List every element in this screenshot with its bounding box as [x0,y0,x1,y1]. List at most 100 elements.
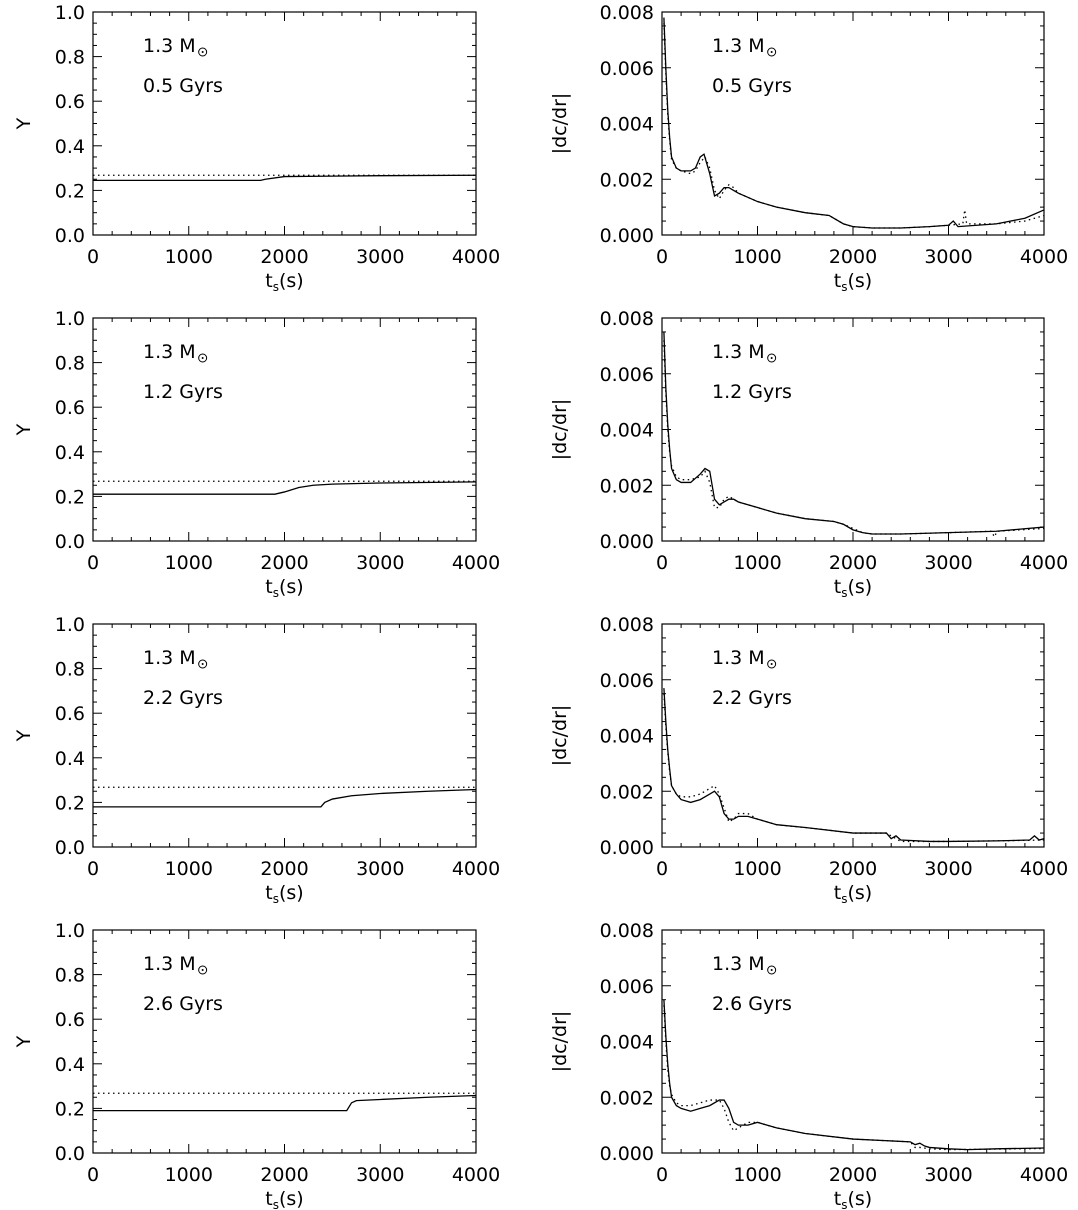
sun-symbol-icon [198,353,208,363]
y-tick-label: 0.8 [55,47,85,69]
x-axis-label: ts(s) [265,576,303,600]
x-axis-label: ts(s) [834,576,872,600]
age-annotation: 2.6 Gyrs [712,993,792,1015]
x-axis-label: ts(s) [265,882,303,906]
x-axis-label: ts(s) [265,270,303,294]
dotted-series-line [663,1005,1044,1151]
age-annotation: 1.2 Gyrs [712,381,792,403]
y-tick-label: 1.0 [55,614,85,636]
y-tick-label: 0.004 [600,114,654,136]
x-tick-label: 2000 [260,246,308,268]
x-tick-label: 0 [656,858,668,880]
panel-6: 0 1000 2000 3000 4000 0.000 0.002 0.004 0.006 0.0… [549,614,1068,906]
age-annotation: 1.2 Gyrs [143,381,223,403]
y-tick-label: 0.4 [55,442,85,464]
x-tick-label: 1000 [165,858,213,880]
y-axis-label: Y [13,1035,35,1048]
y-tick-label: 0.002 [600,475,654,497]
age-annotation: 0.5 Gyrs [712,75,792,97]
panel-5: 0 1000 2000 3000 4000 0.0 0.2 0.4 0.6 0.8 1.0 ts(s)… [13,614,500,906]
y-tick-label: 0.0 [55,837,85,859]
y-tick-label: 0.0 [55,1143,85,1165]
sun-symbol-dot [770,969,773,971]
sun-symbol-icon [198,47,208,57]
x-axis-label: ts(s) [834,882,872,906]
mass-annotation: 1.3 M [143,35,196,57]
x-tick-label: 0 [87,858,99,880]
y-tick-label: 0.6 [55,703,85,725]
x-tick-label: 2000 [829,246,877,268]
y-tick-label: 0.004 [600,726,654,748]
dotted-series-line [663,340,1044,539]
y-tick-label: 0.0 [55,225,85,247]
sun-symbol-dot [770,357,773,359]
mass-annotation: 1.3 M [712,35,765,57]
y-tick-label: 0.000 [600,1143,654,1165]
sun-symbol-dot [201,51,204,53]
y-tick-label: 0.2 [55,180,85,202]
x-axis-label: ts(s) [834,1188,872,1210]
y-tick-label: 0.008 [600,2,654,24]
x-tick-label: 2000 [829,552,877,574]
solid-series-line [93,481,476,495]
x-tick-label: 4000 [452,246,500,268]
x-tick-label: 2000 [260,552,308,574]
x-tick-label: 1000 [733,1164,781,1186]
solid-series-line [663,688,1044,843]
x-tick-label: 2000 [260,1164,308,1186]
age-annotation: 2.2 Gyrs [712,687,792,709]
x-tick-label: 3000 [924,552,972,574]
x-tick-label: 0 [656,246,668,268]
y-tick-label: 1.0 [55,308,85,330]
panel-4: 0 1000 2000 3000 4000 0.000 0.002 0.004 0.006 0.0… [549,308,1068,600]
y-tick-label: 0.6 [55,397,85,419]
solid-series-line [93,1094,476,1112]
y-axis-label: Y [13,423,35,436]
mass-annotation: 1.3 M [143,341,196,363]
panel-7: 0 1000 2000 3000 4000 0.0 0.2 0.4 0.6 0.8 1.0 ts(s)… [13,920,500,1210]
y-tick-label: 0.006 [600,976,654,998]
sun-symbol-icon [198,965,208,975]
age-annotation: 2.6 Gyrs [143,993,223,1015]
x-tick-label: 3000 [356,552,404,574]
y-tick-label: 1.0 [55,2,85,24]
y-tick-label: 0.004 [600,1032,654,1054]
x-tick-label: 0 [87,1164,99,1186]
x-tick-label: 1000 [733,552,781,574]
y-tick-label: 0.006 [600,58,654,80]
x-tick-label: 4000 [1020,246,1068,268]
sun-symbol-icon [767,659,777,669]
x-tick-label: 4000 [452,552,500,574]
solid-series-line [93,788,476,808]
x-tick-label: 2000 [829,1164,877,1186]
sun-symbol-dot [201,969,204,971]
y-tick-label: 0.002 [600,781,654,803]
x-tick-label: 0 [656,1164,668,1186]
sun-symbol-icon [198,659,208,669]
x-tick-label: 1000 [733,246,781,268]
mass-annotation: 1.3 M [712,953,765,975]
x-tick-label: 3000 [356,246,404,268]
panel-3: 0 1000 2000 3000 4000 0.0 0.2 0.4 0.6 0.8 1.0 ts(s)… [13,308,500,600]
y-tick-label: 0.004 [600,420,654,442]
y-tick-label: 0.4 [55,1054,85,1076]
age-annotation: 2.2 Gyrs [143,687,223,709]
y-tick-label: 0.006 [600,670,654,692]
x-tick-label: 1000 [165,246,213,268]
y-tick-label: 0.008 [600,308,654,330]
x-tick-label: 3000 [356,1164,404,1186]
y-tick-label: 0.2 [55,1098,85,1120]
y-tick-label: 0.002 [600,1087,654,1109]
sun-symbol-dot [201,663,204,665]
x-tick-label: 2000 [260,858,308,880]
mass-annotation: 1.3 M [143,647,196,669]
y-axis-label: Y [13,729,35,742]
sun-symbol-icon [767,353,777,363]
x-tick-label: 4000 [1020,1164,1068,1186]
x-tick-label: 3000 [924,246,972,268]
solid-series-line [663,999,1044,1151]
y-axis-label: |dc/dr| [549,399,571,461]
y-tick-label: 0.006 [600,364,654,386]
x-tick-label: 0 [656,552,668,574]
